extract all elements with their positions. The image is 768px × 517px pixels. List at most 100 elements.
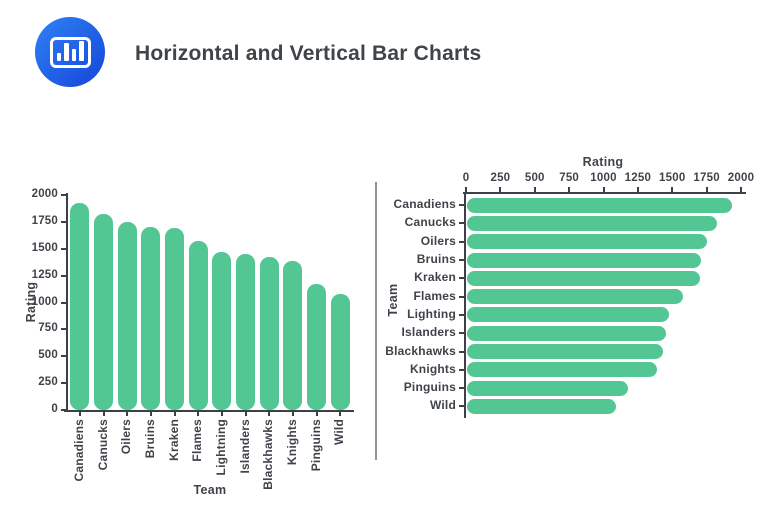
- hchart-bar-canucks: [467, 215, 718, 231]
- hchart-bar-islanders: [467, 325, 667, 341]
- hchart-y-tick: [459, 277, 464, 280]
- vchart-y-tick-label: 1000: [31, 295, 58, 308]
- vchart-x-tick: [126, 411, 129, 416]
- vchart-y-tick: [61, 328, 66, 331]
- hchart-y-tick: [459, 332, 464, 335]
- hchart-bar-oilers: [467, 234, 707, 250]
- logo-bar-1: [56, 52, 61, 61]
- vchart-x-tick: [78, 411, 81, 416]
- hchart-y-category-label: Knights: [409, 361, 456, 376]
- hchart-x-tick: [465, 187, 467, 192]
- hchart-bar-wild: [467, 398, 616, 414]
- vchart-y-tick-label: 500: [38, 349, 58, 362]
- hchart-x-tick-label: 750: [559, 172, 580, 184]
- hchart-x-tick: [533, 187, 536, 192]
- bar-chart-logo-frame: [49, 36, 91, 68]
- hchart-y-tick: [459, 204, 464, 207]
- hchart-x-tick-label: 1250: [624, 172, 652, 184]
- hchart-x-tick-label: 250: [490, 172, 511, 184]
- vchart-y-tick-label: 2000: [31, 188, 58, 200]
- vchart-x-tick: [244, 411, 247, 416]
- hchart-bar-bruins: [467, 252, 701, 268]
- vchart-x-axis-line: [64, 410, 354, 412]
- vchart-y-tick: [61, 355, 66, 358]
- hchart-y-axis-line: [464, 192, 466, 418]
- vchart-bar-islanders: [236, 254, 255, 410]
- hchart-x-tick: [705, 187, 708, 192]
- vchart-y-tick-label: 1250: [31, 268, 58, 281]
- hchart-x-axis-line: [463, 192, 746, 194]
- hchart-y-tick: [459, 405, 464, 408]
- page-title: Horizontal and Vertical Bar Charts: [135, 42, 482, 65]
- vchart-y-tick: [61, 382, 66, 385]
- vchart-y-tick-label: 750: [38, 322, 58, 335]
- hchart-bar-blackhawks: [467, 344, 663, 360]
- vchart-bar-oilers: [117, 222, 137, 410]
- hchart-x-tick: [602, 187, 605, 192]
- hchart-bar-knights: [467, 362, 658, 378]
- vchart-y-tick: [61, 409, 66, 411]
- hchart-x-tick: [568, 187, 571, 192]
- hchart-y-category-label: Kraken: [414, 270, 456, 285]
- vchart-x-tick: [315, 411, 318, 416]
- vchart-bar-lightning: [212, 251, 232, 410]
- logo-bar-4: [79, 40, 84, 61]
- vchart-bar-kraken: [165, 227, 184, 410]
- hchart-y-category-label: Bruins: [416, 252, 456, 267]
- vchart-x-tick: [339, 411, 342, 416]
- vchart-x-tick: [149, 411, 152, 416]
- hchart-y-category-label: Flames: [413, 288, 456, 303]
- hchart-y-tick: [459, 387, 464, 390]
- hchart-y-tick: [459, 368, 464, 371]
- vchart-x-tick: [102, 411, 105, 416]
- vchart-bar-blackhawks: [259, 256, 279, 410]
- vchart-bar-knights: [283, 261, 303, 410]
- vchart-x-tick: [173, 411, 176, 416]
- vchart-bar-canadiens: [70, 203, 90, 410]
- hchart-x-tick: [499, 187, 502, 192]
- hchart-x-tick-label: 500: [524, 172, 545, 184]
- vchart-x-tick: [220, 411, 223, 416]
- hchart-y-tick: [459, 313, 464, 316]
- hchart-bar-canadiens: [467, 197, 732, 213]
- hchart-y-category-label: Blackhawks: [385, 343, 456, 358]
- hchart-y-category-label: Wild: [429, 398, 456, 413]
- hchart-x-tick: [636, 187, 639, 192]
- hchart-x-tick-label: 0: [462, 172, 470, 184]
- hchart-x-tick: [740, 187, 742, 192]
- vchart-x-tick: [268, 411, 271, 416]
- hchart-x-tick: [671, 187, 674, 192]
- vchart-bar-bruins: [141, 227, 161, 410]
- vchart-y-tick: [61, 194, 66, 196]
- hchart-y-category-label: Canucks: [404, 215, 456, 230]
- hchart-y-category-label: Lighting: [407, 306, 456, 321]
- hchart-y-tick: [459, 259, 464, 262]
- vchart-x-axis-title: Team: [193, 483, 227, 497]
- vchart-y-tick: [61, 247, 66, 250]
- vchart-bar-wild: [330, 293, 350, 410]
- vchart-y-tick-label: 1750: [31, 214, 58, 227]
- logo-bar-2: [64, 42, 69, 61]
- panel-divider: [375, 182, 377, 460]
- hchart-y-tick: [459, 222, 464, 225]
- bar-chart-logo-icon: [35, 17, 105, 87]
- hchart-bar-flames: [467, 289, 683, 305]
- vchart-y-tick-label: 0: [51, 403, 58, 415]
- vchart-bar-canucks: [94, 214, 113, 410]
- hchart-x-axis-title: Rating: [582, 155, 624, 169]
- hchart-y-tick: [459, 295, 464, 298]
- hchart-x-tick-label: 1000: [590, 172, 617, 184]
- vchart-bar-pinguins: [307, 284, 326, 410]
- hchart-bar-lighting: [467, 307, 670, 323]
- vchart-y-tick-label: 1500: [31, 241, 58, 254]
- hchart-x-tick-label: 1500: [659, 172, 686, 184]
- vchart-y-tick-label: 250: [38, 376, 58, 389]
- hchart-y-category-label: Pinguins: [403, 380, 456, 395]
- hchart-bar-pinguins: [467, 380, 628, 396]
- hchart-y-category-label: Oilers: [420, 233, 456, 248]
- vchart-bar-flames: [188, 241, 208, 410]
- hchart-y-tick: [459, 350, 464, 353]
